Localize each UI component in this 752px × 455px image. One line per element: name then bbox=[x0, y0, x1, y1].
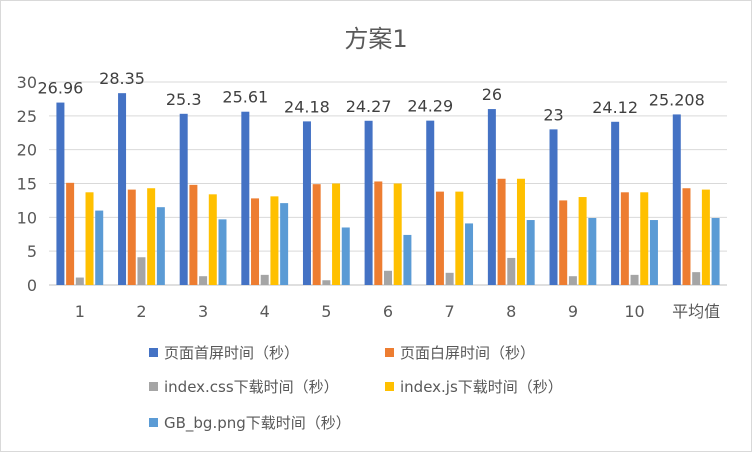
y-tick-label: 10 bbox=[17, 208, 37, 227]
x-tick-label: 平均值 bbox=[672, 302, 720, 321]
bar bbox=[341, 227, 350, 285]
bar bbox=[156, 207, 165, 285]
bar bbox=[630, 274, 639, 285]
legend-swatch bbox=[149, 348, 158, 357]
data-label: 24.12 bbox=[592, 98, 638, 117]
x-tick-label: 5 bbox=[321, 302, 331, 321]
bar bbox=[118, 93, 127, 285]
data-label: 28.35 bbox=[99, 69, 145, 88]
bar bbox=[711, 218, 720, 285]
bar bbox=[56, 102, 65, 285]
y-tick-label: 15 bbox=[17, 175, 37, 194]
bar bbox=[364, 120, 373, 285]
bar bbox=[384, 270, 392, 285]
bar bbox=[312, 184, 321, 285]
bar bbox=[280, 203, 289, 285]
bar bbox=[393, 183, 402, 285]
y-tick-label: 25 bbox=[17, 107, 37, 126]
bar bbox=[260, 274, 269, 285]
legend-label: GB_bg.png下载时间（秒） bbox=[164, 414, 351, 433]
bar bbox=[526, 220, 535, 285]
legend-label: 页面首屏时间（秒） bbox=[164, 344, 299, 362]
bar bbox=[465, 223, 474, 285]
x-tick-label: 9 bbox=[568, 302, 578, 321]
bar bbox=[682, 188, 691, 285]
bar bbox=[455, 191, 464, 285]
bar bbox=[403, 234, 412, 285]
bar bbox=[445, 272, 454, 285]
bar bbox=[302, 121, 311, 285]
bar bbox=[516, 178, 525, 285]
data-label: 24.18 bbox=[284, 97, 330, 116]
bar bbox=[578, 197, 587, 285]
x-tick-label: 6 bbox=[383, 302, 393, 321]
bar bbox=[497, 178, 506, 285]
bar bbox=[559, 200, 568, 285]
data-label: 23 bbox=[543, 105, 563, 124]
chart-title: 方案1 bbox=[344, 25, 407, 53]
legend-label: index.css下载时间（秒） bbox=[164, 378, 339, 396]
bar bbox=[640, 192, 649, 285]
legend-swatch bbox=[149, 382, 158, 391]
bar bbox=[507, 257, 516, 285]
bar bbox=[701, 189, 710, 285]
bar bbox=[66, 182, 75, 285]
x-tick-label: 3 bbox=[198, 302, 208, 321]
y-tick-label: 20 bbox=[17, 141, 37, 160]
data-label: 26 bbox=[482, 85, 502, 104]
data-label: 24.29 bbox=[407, 97, 453, 116]
y-tick-label: 30 bbox=[17, 73, 37, 92]
x-tick-label: 7 bbox=[445, 302, 455, 321]
bar bbox=[189, 184, 198, 285]
bar bbox=[649, 220, 658, 285]
data-label: 25.3 bbox=[166, 90, 202, 109]
bar bbox=[426, 120, 435, 285]
legend-label: index.js下载时间（秒） bbox=[400, 378, 563, 396]
bar bbox=[147, 188, 156, 285]
bar bbox=[435, 191, 444, 285]
bar bbox=[620, 192, 629, 285]
data-label: 24.27 bbox=[346, 97, 392, 116]
x-tick-label: 2 bbox=[136, 302, 146, 321]
data-label: 25.208 bbox=[649, 90, 705, 109]
legend-label: 页面白屏时间（秒） bbox=[400, 344, 535, 362]
bar bbox=[374, 181, 383, 285]
legend-swatch bbox=[385, 348, 394, 357]
legend-swatch bbox=[149, 418, 158, 427]
bar bbox=[270, 196, 279, 285]
bar bbox=[487, 109, 496, 285]
bar bbox=[322, 280, 331, 285]
bar bbox=[137, 257, 146, 285]
bar bbox=[179, 113, 188, 285]
bar bbox=[549, 129, 558, 285]
bar bbox=[199, 276, 208, 285]
x-tick-label: 1 bbox=[75, 302, 85, 321]
bar bbox=[241, 111, 250, 286]
bar bbox=[332, 183, 341, 285]
bar bbox=[75, 277, 84, 285]
data-label: 26.96 bbox=[38, 79, 84, 98]
bar bbox=[85, 192, 94, 285]
x-tick-label: 8 bbox=[506, 302, 516, 321]
bar bbox=[218, 219, 227, 285]
bar bbox=[208, 194, 217, 285]
bar bbox=[568, 276, 577, 285]
bar bbox=[611, 121, 620, 286]
bar bbox=[692, 272, 701, 285]
bar bbox=[251, 198, 260, 285]
bar bbox=[672, 114, 681, 285]
y-tick-label: 5 bbox=[27, 242, 37, 261]
bar bbox=[95, 210, 104, 285]
bar bbox=[588, 218, 597, 285]
bar bbox=[127, 189, 136, 285]
x-tick-label: 4 bbox=[260, 302, 270, 321]
x-tick-label: 10 bbox=[624, 302, 644, 321]
legend-swatch bbox=[385, 382, 394, 391]
data-label: 25.61 bbox=[222, 88, 268, 107]
y-tick-label: 0 bbox=[27, 276, 37, 295]
